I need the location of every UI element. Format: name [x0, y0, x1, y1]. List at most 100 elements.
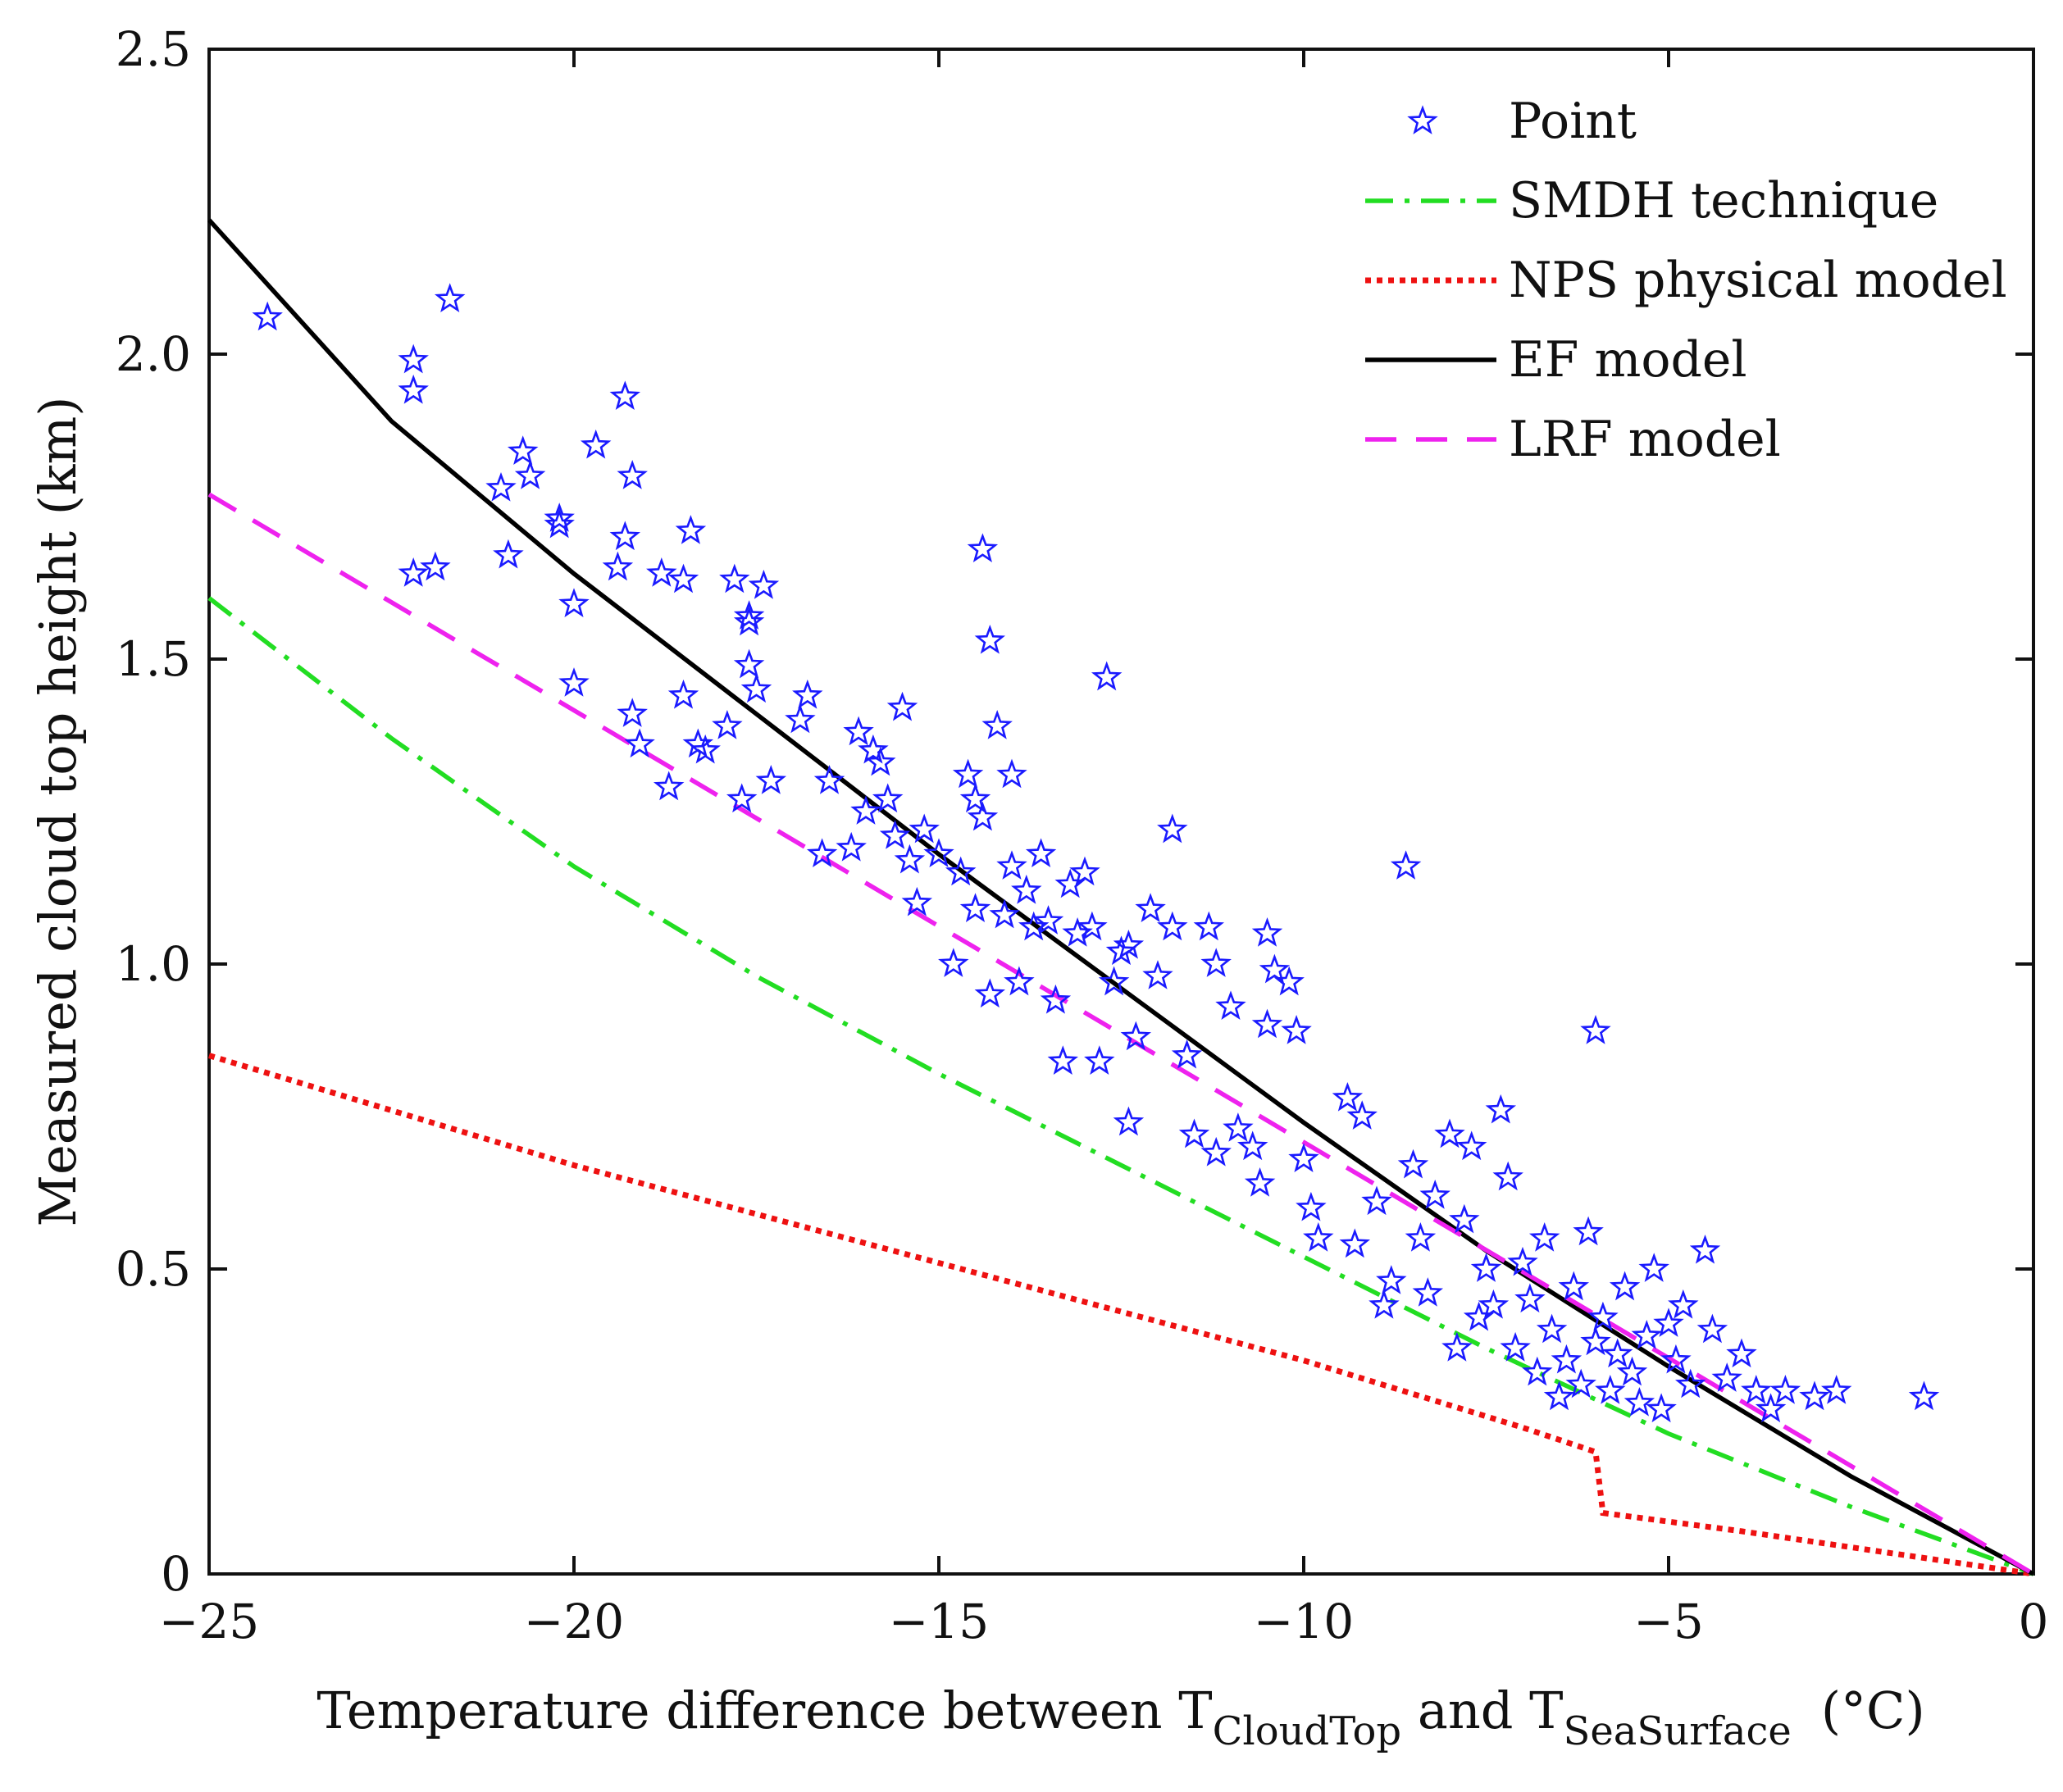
legend: Point SMDH technique NPS physical model EF … — [1365, 93, 2007, 468]
x-axis-title-sub2: SeaSurface — [1564, 1708, 1792, 1754]
data-point — [1390, 850, 1422, 880]
x-axis-title: Temperature difference between TCloudTop… — [317, 1681, 1924, 1754]
data-point — [785, 703, 816, 734]
data-point — [1091, 661, 1123, 691]
data-point — [1142, 960, 1173, 989]
data-point — [1223, 1112, 1254, 1142]
data-point — [1492, 1161, 1523, 1191]
y-tick-label: 1.5 — [116, 631, 191, 687]
data-point — [1631, 1320, 1663, 1349]
data-point — [1799, 1380, 1830, 1411]
data-point — [1500, 1331, 1531, 1362]
data-point — [1251, 917, 1283, 947]
data-point — [617, 698, 648, 727]
x-tick-label: 0 — [2019, 1594, 2049, 1649]
x-tick-label: −15 — [889, 1594, 989, 1649]
data-point — [1616, 1356, 1648, 1386]
data-point — [1689, 1234, 1721, 1264]
data-point — [850, 795, 881, 825]
data-point — [580, 429, 612, 459]
data-point — [544, 503, 575, 532]
data-point — [923, 838, 954, 867]
data-point — [1638, 1253, 1669, 1282]
data-point — [1587, 1301, 1619, 1331]
data-point — [1580, 1326, 1611, 1356]
y-tick-labels: 0 0.5 1.0 1.5 2.0 2.5 — [116, 21, 191, 1602]
data-point — [1047, 1045, 1079, 1075]
y-axis-title: Measured cloud top height (km) — [28, 397, 88, 1227]
data-point — [1455, 1130, 1487, 1161]
data-point — [1551, 1344, 1583, 1374]
data-point — [1397, 1148, 1429, 1179]
data-point — [1485, 1094, 1517, 1124]
data-point — [1193, 911, 1225, 941]
data-point — [1624, 1386, 1655, 1417]
data-point — [1032, 905, 1064, 935]
data-point — [1908, 1380, 1940, 1411]
data-point — [1251, 1008, 1283, 1039]
data-point — [1696, 1313, 1728, 1344]
data-point — [945, 856, 977, 886]
series-line-nps-physical-model — [207, 1053, 2034, 1577]
data-point — [544, 508, 575, 539]
data-point — [843, 716, 874, 746]
data-point — [894, 844, 926, 874]
data-point — [733, 600, 765, 630]
data-point — [719, 563, 750, 594]
data-point — [690, 734, 721, 764]
data-point — [1565, 1368, 1596, 1399]
x-axis-title-middle: and T — [1401, 1681, 1563, 1740]
data-point — [1674, 1368, 1706, 1399]
data-point — [1069, 856, 1100, 886]
data-point — [1200, 948, 1232, 977]
x-axis-title-prefix: Temperature difference between T — [317, 1681, 1212, 1740]
data-point — [420, 551, 451, 581]
data-point — [1478, 1289, 1510, 1319]
data-point — [1660, 1344, 1692, 1374]
data-point — [1470, 1253, 1502, 1282]
legend-label: NPS physical model — [1509, 252, 2007, 309]
data-point — [667, 563, 699, 594]
data-point — [1077, 911, 1108, 941]
y-tick-label: 2.5 — [116, 21, 191, 77]
data-point — [667, 679, 699, 709]
data-point — [1528, 1222, 1560, 1252]
data-point — [398, 374, 429, 404]
scatter-points — [252, 283, 1940, 1423]
data-point — [989, 898, 1020, 929]
data-point — [952, 758, 984, 789]
data-point — [1558, 1271, 1590, 1301]
data-point — [434, 283, 466, 312]
data-point — [733, 648, 765, 679]
data-point — [755, 765, 787, 794]
data-point — [1281, 1015, 1312, 1044]
data-point — [886, 691, 918, 721]
data-point — [1236, 1130, 1268, 1161]
data-point — [1098, 966, 1130, 996]
data-point — [1120, 1021, 1151, 1051]
data-point — [1004, 966, 1035, 996]
data-point — [1157, 911, 1188, 941]
y-tick-label: 0.5 — [116, 1241, 191, 1297]
data-point — [1361, 1185, 1392, 1216]
data-point — [1820, 1375, 1852, 1404]
data-point — [712, 710, 743, 739]
data-point — [1522, 1356, 1553, 1386]
data-point — [974, 624, 1005, 654]
data-point — [1755, 1393, 1787, 1423]
data-point — [398, 557, 429, 587]
legend-label: LRF model — [1509, 411, 1781, 468]
data-point — [901, 886, 933, 916]
data-point — [996, 850, 1027, 880]
data-point — [1573, 1216, 1604, 1246]
legend-marker-point — [1407, 105, 1438, 134]
data-point — [1332, 1081, 1364, 1112]
data-point — [1741, 1375, 1772, 1404]
data-point — [252, 301, 283, 331]
data-point — [806, 838, 838, 867]
data-point — [792, 679, 823, 709]
data-point — [1646, 1393, 1677, 1423]
data-point — [974, 978, 1006, 1008]
data-point — [1580, 1015, 1611, 1044]
